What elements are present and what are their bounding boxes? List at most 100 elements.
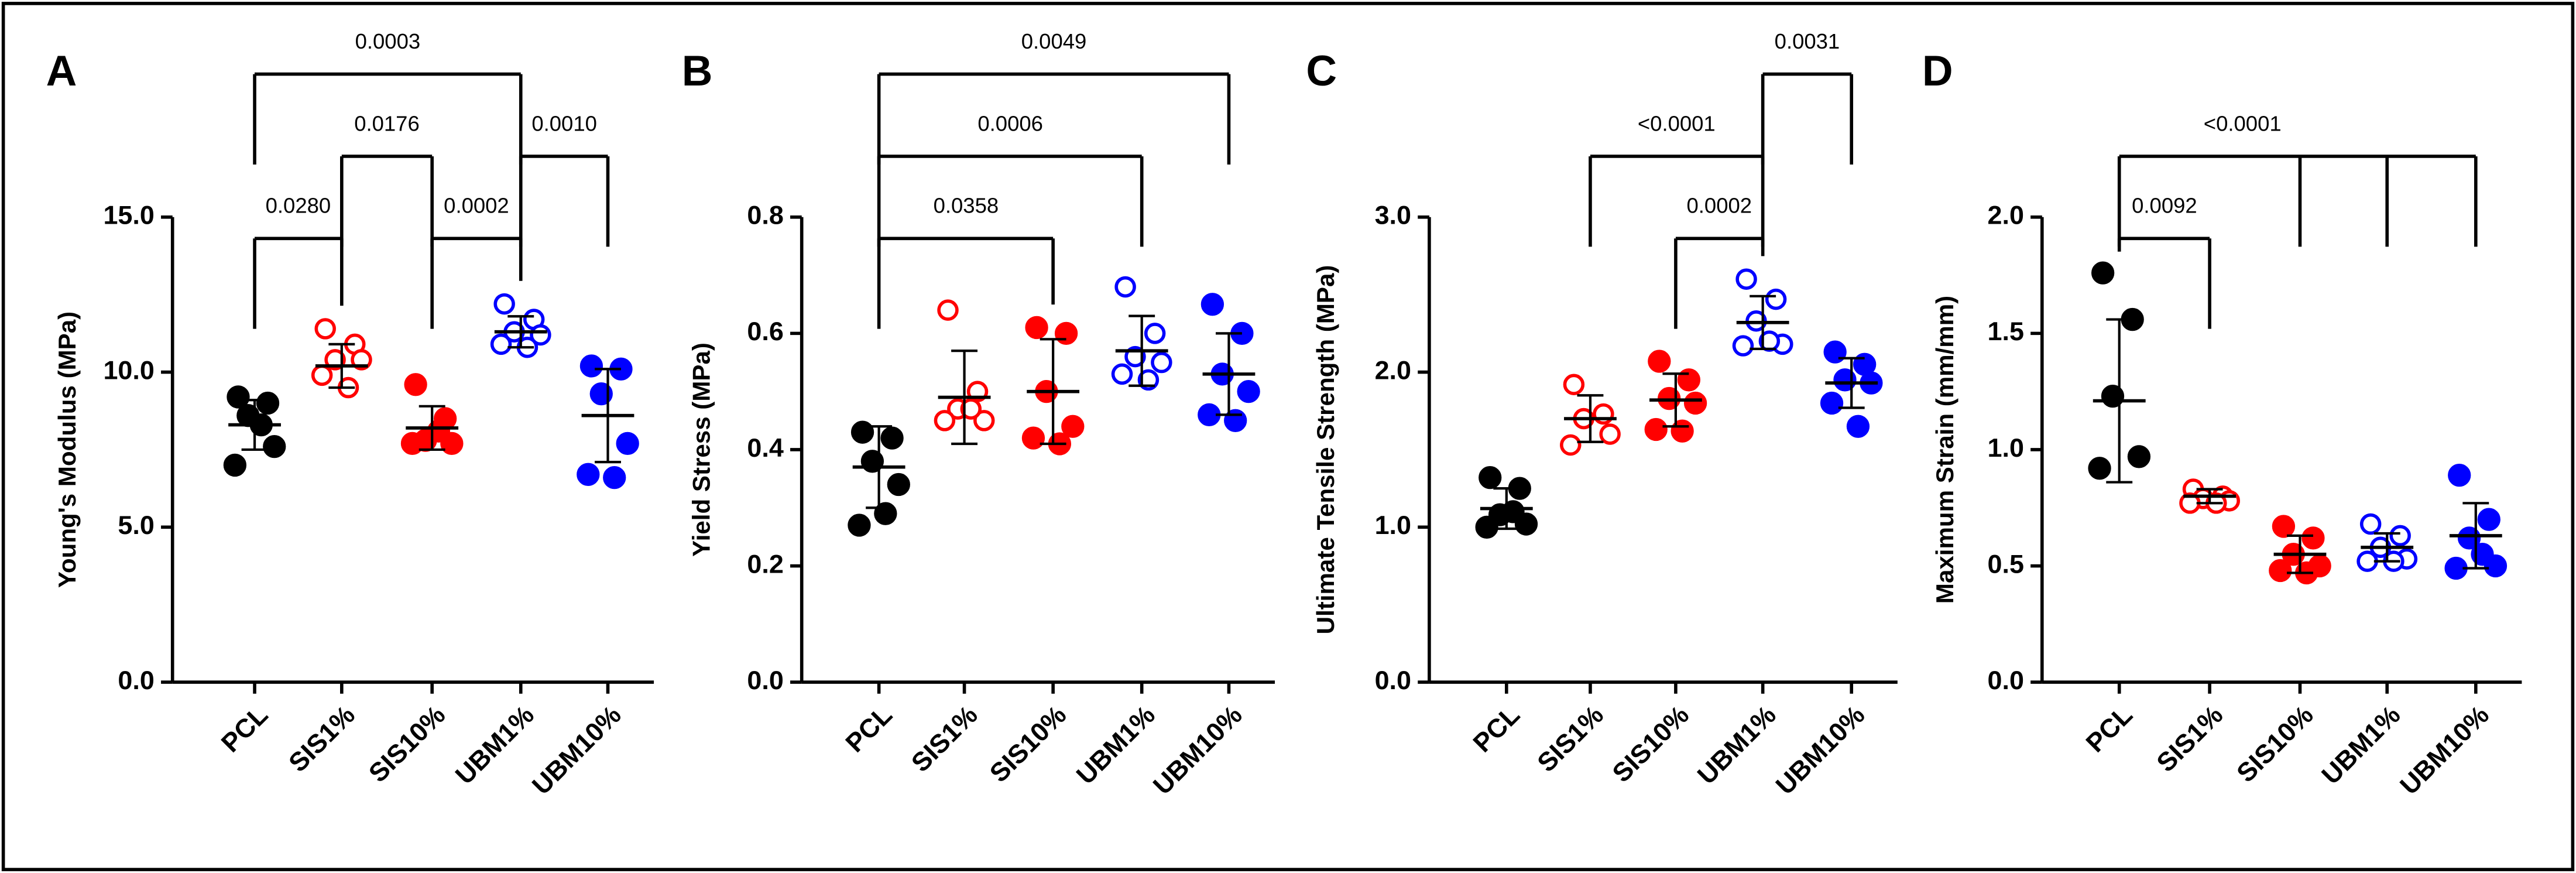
data-point bbox=[1021, 426, 1045, 450]
data-point bbox=[1833, 368, 1857, 392]
data-point bbox=[1025, 316, 1048, 340]
data-point bbox=[589, 382, 613, 406]
p-value-label: 0.0006 bbox=[977, 111, 1043, 135]
data-point bbox=[2301, 526, 2325, 550]
p-value-label: <0.0001 bbox=[2204, 111, 2282, 135]
y-tick-label: 1.0 bbox=[1988, 433, 2024, 463]
data-point bbox=[1501, 500, 1525, 523]
data-point bbox=[1144, 323, 1166, 344]
panel-letter: D bbox=[1922, 47, 1953, 95]
data-point bbox=[1114, 276, 1136, 298]
data-point bbox=[256, 391, 280, 415]
data-point bbox=[1735, 268, 1757, 290]
y-axis-label: Yield Stress (MPa) bbox=[687, 343, 715, 557]
data-point bbox=[404, 373, 427, 396]
data-point bbox=[603, 465, 626, 489]
p-value-label: 0.0049 bbox=[1021, 29, 1087, 53]
data-point bbox=[1593, 403, 1614, 425]
data-point bbox=[1765, 288, 1787, 310]
p-value-label: 0.0002 bbox=[1687, 194, 1752, 218]
data-point bbox=[314, 318, 336, 340]
y-tick-label: 0.8 bbox=[747, 200, 783, 230]
data-point bbox=[2357, 550, 2378, 572]
p-value-label: 0.0092 bbox=[2132, 194, 2197, 218]
data-point bbox=[1475, 515, 1498, 539]
y-tick-label: 1.0 bbox=[1375, 510, 1411, 540]
data-point bbox=[400, 432, 424, 456]
y-tick-label: 2.0 bbox=[1988, 200, 2024, 230]
data-point bbox=[1111, 363, 1133, 385]
y-tick-label: 0.0 bbox=[1988, 665, 2024, 695]
data-point bbox=[263, 435, 286, 458]
data-point bbox=[311, 364, 333, 386]
data-point bbox=[1644, 417, 1668, 441]
y-tick-label: 15.0 bbox=[103, 200, 154, 230]
data-point bbox=[1237, 380, 1260, 403]
data-point bbox=[2269, 559, 2292, 583]
y-tick-label: 0.0 bbox=[747, 665, 783, 695]
data-point bbox=[2471, 543, 2494, 566]
y-tick-label: 10.0 bbox=[103, 355, 154, 385]
data-point bbox=[490, 333, 512, 355]
data-point bbox=[960, 398, 982, 420]
p-value-label: 0.0176 bbox=[354, 111, 420, 135]
data-point bbox=[1151, 351, 1172, 374]
data-point bbox=[227, 385, 250, 409]
panel-letter: A bbox=[46, 47, 77, 95]
data-point bbox=[973, 410, 995, 432]
data-point bbox=[1563, 374, 1585, 395]
data-point bbox=[2127, 445, 2151, 468]
data-point bbox=[2457, 526, 2481, 550]
data-point bbox=[1683, 391, 1707, 415]
data-point bbox=[1137, 369, 1160, 391]
data-point bbox=[1846, 415, 1870, 438]
y-tick-label: 1.5 bbox=[1988, 316, 2024, 346]
y-axis-label: Young's Modulus (MPa) bbox=[53, 311, 81, 588]
p-value-label: 0.0358 bbox=[934, 194, 999, 218]
data-point bbox=[1823, 340, 1847, 364]
p-value-label: 0.0031 bbox=[1775, 29, 1840, 53]
data-point bbox=[1758, 330, 1781, 352]
p-value-label: 0.0002 bbox=[444, 194, 509, 218]
data-point bbox=[616, 432, 639, 456]
data-point bbox=[1732, 335, 1754, 357]
data-point bbox=[887, 473, 910, 497]
data-point bbox=[577, 463, 600, 486]
data-point bbox=[2448, 463, 2471, 487]
y-axis-label: Ultimate Tensile Strength (MPa) bbox=[1312, 265, 1339, 635]
y-tick-label: 2.0 bbox=[1375, 355, 1411, 385]
data-point bbox=[1200, 293, 1224, 316]
data-point bbox=[1560, 434, 1582, 456]
y-tick-label: 0.0 bbox=[118, 665, 154, 695]
data-point bbox=[1677, 368, 1700, 392]
data-point bbox=[2272, 515, 2296, 538]
p-value-label: 0.0003 bbox=[355, 29, 421, 53]
data-point bbox=[2389, 525, 2411, 547]
y-tick-label: 3.0 bbox=[1375, 200, 1411, 230]
data-point bbox=[848, 513, 871, 537]
data-point bbox=[937, 299, 959, 321]
data-point bbox=[2088, 457, 2111, 480]
data-point bbox=[880, 426, 904, 450]
p-value-label: 0.0280 bbox=[266, 194, 331, 218]
data-point bbox=[934, 410, 956, 432]
panel-letter: B bbox=[682, 47, 713, 95]
data-point bbox=[351, 349, 372, 371]
data-point bbox=[493, 293, 515, 315]
p-value-label: <0.0001 bbox=[1638, 111, 1716, 135]
p-value-label: 0.0010 bbox=[531, 111, 597, 135]
data-point bbox=[579, 354, 603, 378]
data-point bbox=[2477, 508, 2500, 531]
data-point bbox=[1648, 350, 1671, 373]
data-point bbox=[1599, 423, 1621, 445]
y-tick-label: 0.2 bbox=[747, 549, 783, 578]
y-tick-label: 5.0 bbox=[118, 510, 154, 540]
y-tick-label: 0.5 bbox=[1988, 549, 2024, 578]
data-point bbox=[427, 419, 451, 443]
panel-letter: C bbox=[1306, 47, 1337, 95]
data-point bbox=[1820, 391, 1844, 415]
data-point bbox=[2359, 513, 2382, 535]
data-point bbox=[324, 349, 346, 371]
